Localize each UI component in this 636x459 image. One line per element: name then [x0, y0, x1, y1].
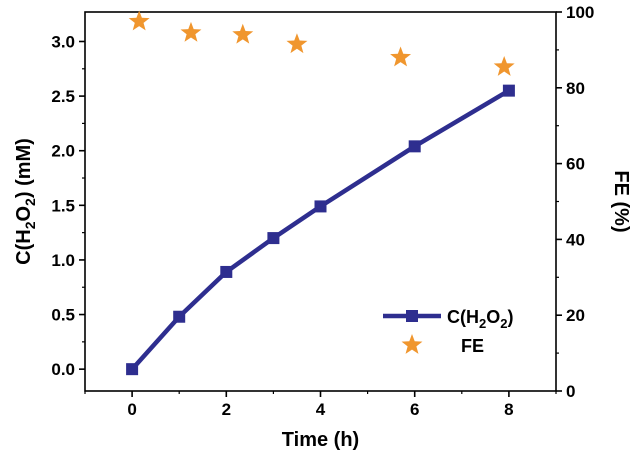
label-part: C(H	[13, 229, 35, 265]
data-point-fe	[232, 23, 254, 44]
y-left-tick-label: 1.5	[51, 196, 75, 215]
y-right-tick-label: 40	[566, 230, 585, 249]
y-right-tick-label: 60	[566, 155, 585, 174]
legend-label-fe: FE	[461, 336, 484, 356]
y-right-tick-label: 80	[566, 79, 585, 98]
subscript: 2	[22, 198, 38, 206]
label-part: O	[486, 307, 500, 327]
y-left-tick-label: 3.0	[51, 32, 75, 51]
y-right-tick-label: 100	[566, 3, 594, 22]
data-point-h2o2	[408, 140, 421, 153]
data-point-fe	[390, 46, 412, 67]
data-point-fe	[286, 33, 308, 54]
label-part: )	[507, 307, 513, 327]
data-point-h2o2	[126, 363, 139, 376]
subscript: 2	[479, 316, 486, 331]
data-point-fe	[128, 10, 150, 31]
label-part: O	[13, 206, 35, 222]
x-axis-title: Time (h)	[282, 429, 359, 451]
subscript: 2	[500, 316, 507, 331]
legend-marker-h2o2	[406, 310, 418, 322]
y-left-axis-title: C(H2O2) (mM)	[13, 138, 38, 265]
y-left-tick-label: 0.5	[51, 306, 75, 325]
x-tick-label: 6	[410, 400, 419, 419]
label-part: FE	[461, 336, 484, 356]
x-tick-label: 8	[504, 400, 513, 419]
y-left-tick-label: 0.0	[51, 360, 75, 379]
x-tick-label: 4	[316, 400, 326, 419]
label-part: ) (mM)	[13, 138, 35, 198]
legend-marker-fe	[401, 334, 423, 354]
legend-label-h2o2: C(H2O2)	[447, 307, 513, 331]
x-tick-label: 2	[222, 400, 231, 419]
y-right-axis-title: FE (%)	[610, 170, 632, 232]
data-point-h2o2	[267, 232, 280, 245]
data-point-h2o2	[220, 265, 233, 278]
x-tick-label: 0	[127, 400, 136, 419]
y-left-tick-label: 1.0	[51, 251, 75, 270]
data-point-h2o2	[502, 84, 515, 97]
data-point-fe	[180, 21, 202, 42]
data-point-h2o2	[173, 310, 186, 323]
y-left-tick-label: 2.5	[51, 87, 75, 106]
label-part: C(H	[447, 307, 479, 327]
y-right-tick-label: 20	[566, 306, 585, 325]
y-right-tick-label: 0	[566, 382, 575, 401]
data-point-h2o2	[314, 200, 327, 213]
subscript: 2	[22, 221, 38, 229]
data-point-fe	[493, 55, 515, 76]
y-left-tick-label: 2.0	[51, 142, 75, 161]
series-line-h2o2	[130, 88, 511, 371]
